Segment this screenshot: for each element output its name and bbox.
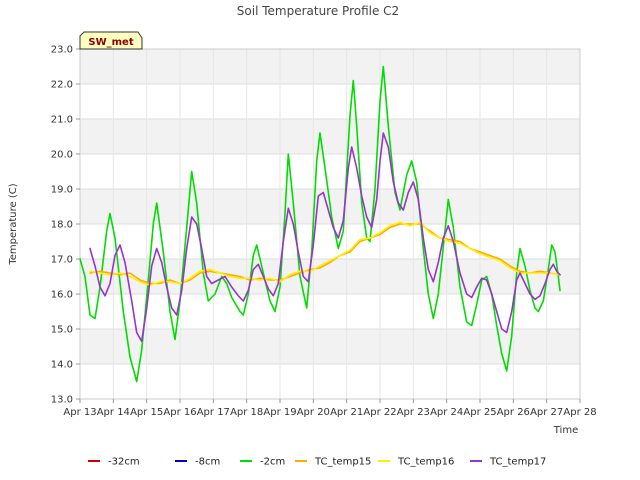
x-tick-label: Apr 28	[563, 407, 596, 418]
series-line-tc-temp15	[89, 223, 561, 285]
plot-bands	[80, 49, 580, 364]
y-axis-label: Temperature (C)	[8, 183, 19, 265]
y-tick-label: 22.0	[51, 80, 73, 91]
plot-band	[80, 259, 580, 294]
y-tick-label: 17.0	[51, 255, 73, 266]
x-tick-label: Apr 16	[163, 407, 196, 418]
legend-item: TC_temp16	[378, 457, 454, 468]
legend: -32cm -8cm -2cm TC_temp15 TC_temp16 TC_temp17	[88, 457, 546, 468]
y-tick-label: 15.0	[51, 325, 73, 336]
y-tick-label: 20.0	[51, 150, 73, 161]
series-line-tc-temp16	[89, 221, 561, 287]
legend-item: -32cm	[88, 457, 140, 468]
y-tick-label: 14.0	[51, 360, 73, 371]
y-axis: 13.0 14.0 15.0 16.0 17.0 18.0 19.0 20.0 21.0 22.0…	[51, 45, 80, 406]
x-tick-label: Apr 13	[63, 407, 96, 418]
legend-item: TC_temp17	[470, 457, 546, 468]
x-axis: Apr 13 Apr 14 Apr 15 Apr 16 Apr 17 Apr 18 Apr …	[63, 399, 597, 418]
legend-label: TC_temp16	[397, 457, 454, 468]
legend-item: -8cm	[175, 457, 220, 468]
x-tick-label: Apr 22	[363, 407, 396, 418]
site-badge-label: SW_met	[88, 37, 133, 48]
x-tick-label: Apr 21	[330, 407, 363, 418]
x-tick-label: Apr 14	[97, 407, 130, 418]
legend-item: -2cm	[240, 457, 285, 468]
site-badge-box	[79, 31, 143, 50]
x-tick-label: Apr 27	[530, 407, 563, 418]
series-line-tc-temp17	[89, 132, 561, 343]
x-tick-label: Apr 23	[397, 407, 430, 418]
legend-label: -2cm	[260, 457, 285, 468]
y-tick-label: 23.0	[51, 45, 73, 56]
x-tick-label: Apr 26	[497, 407, 530, 418]
legend-item: TC_temp15	[295, 457, 371, 468]
legend-label: -8cm	[195, 457, 220, 468]
plot-band	[80, 119, 580, 154]
x-tick-label: Apr 15	[130, 407, 163, 418]
y-tick-label: 19.0	[51, 185, 73, 196]
plot-band	[80, 49, 580, 84]
x-tick-label: Apr 19	[263, 407, 296, 418]
x-tick-label: Apr 18	[230, 407, 263, 418]
chart-title: Soil Temperature Profile C2	[237, 4, 399, 18]
x-tick-label: Apr 20	[297, 407, 330, 418]
x-tick-label: Apr 17	[197, 407, 230, 418]
y-tick-label: 18.0	[51, 220, 73, 231]
grid-lines	[79, 48, 581, 400]
legend-label: -32cm	[108, 457, 140, 468]
legend-label: TC_temp15	[314, 457, 371, 468]
plot-band	[80, 329, 580, 364]
x-tick-label: Apr 25	[463, 407, 496, 418]
site-badge: SW_met	[79, 31, 143, 50]
x-axis-label: Time	[553, 425, 578, 436]
y-tick-label: 21.0	[51, 115, 73, 126]
series-layer	[79, 65, 561, 383]
y-tick-label: 13.0	[51, 395, 73, 406]
legend-label: TC_temp17	[489, 457, 546, 468]
x-tick-label: Apr 24	[430, 407, 463, 418]
y-tick-label: 16.0	[51, 290, 73, 301]
